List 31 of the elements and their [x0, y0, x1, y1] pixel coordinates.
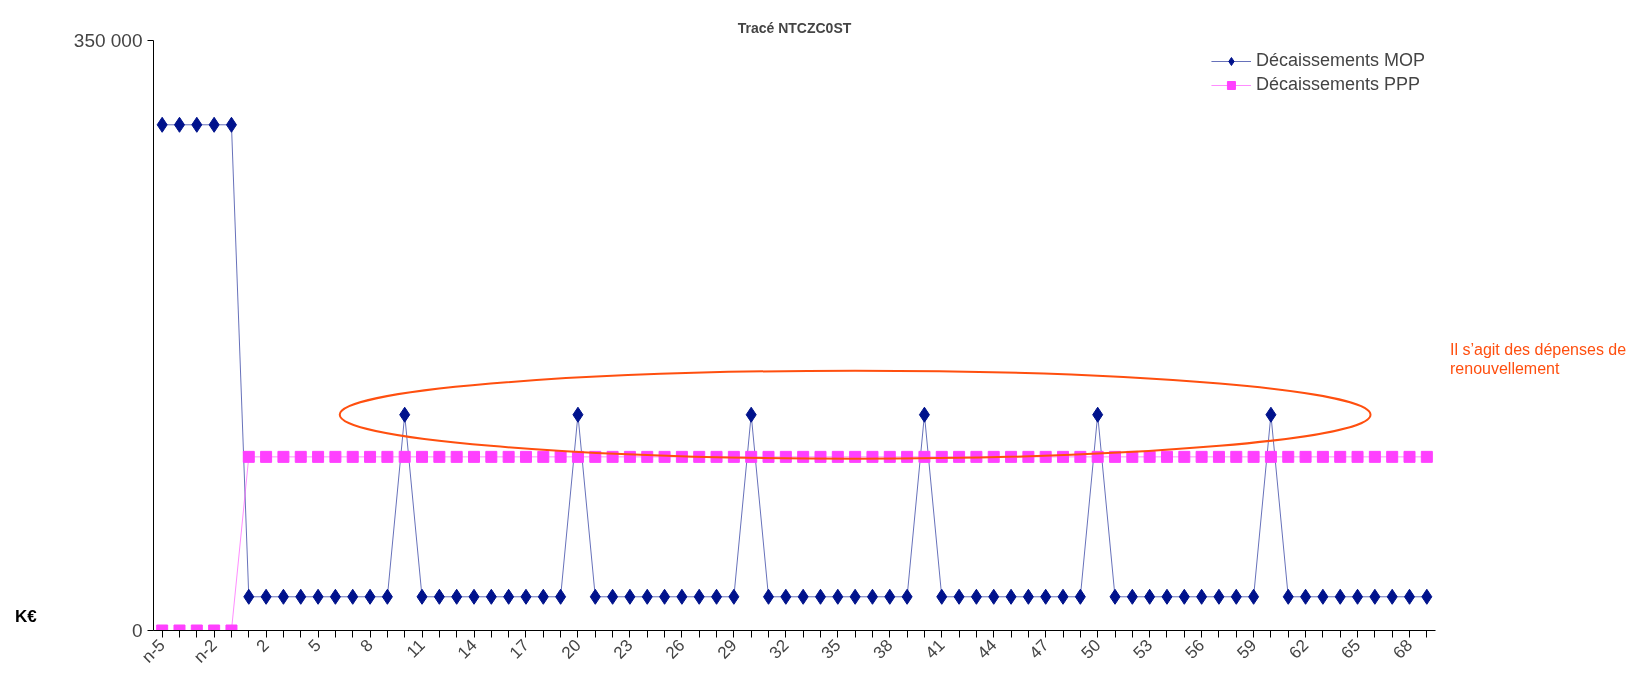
x-tick-label: 56 — [1181, 635, 1209, 663]
x-tick-label: n-2 — [190, 635, 221, 667]
x-tick-label: 44 — [973, 635, 1001, 663]
x-tick-label: 35 — [817, 635, 845, 663]
x-tick-label: 65 — [1337, 635, 1365, 663]
x-tick-label: 32 — [765, 635, 793, 663]
x-tick-label: 62 — [1285, 635, 1313, 663]
x-tick-label: 59 — [1233, 635, 1261, 663]
x-tick-label: 17 — [505, 635, 533, 663]
x-tick-label: 68 — [1389, 635, 1417, 663]
x-tick-label: 29 — [713, 635, 741, 663]
x-tick-label: 23 — [609, 635, 637, 663]
x-tick-label: 5 — [304, 635, 325, 656]
x-tick-label: 14 — [453, 635, 481, 663]
x-tick-label: 8 — [356, 635, 377, 656]
y-axis-title: K€ — [15, 606, 37, 628]
chart-title: Tracé NTCZC0ST — [737, 19, 852, 36]
x-tick-label: 2 — [252, 635, 273, 656]
x-tick-label: 38 — [869, 635, 897, 663]
x-tick-label: 53 — [1129, 635, 1157, 663]
x-tick-label: 50 — [1077, 635, 1105, 663]
legend-label: Décaissements PPP — [1255, 74, 1421, 95]
x-tick-label: 47 — [1025, 635, 1053, 663]
x-tick-label: 41 — [921, 635, 949, 663]
x-tick-label: 11 — [402, 635, 429, 662]
x-tick-label: 26 — [661, 635, 689, 663]
text: Il s’agit des dépenses de renouvellement — [1450, 340, 1627, 379]
y-tick-label: 350 000 — [73, 30, 143, 51]
legend-label: Décaissements MOP — [1255, 50, 1425, 71]
x-tick-label: 20 — [557, 635, 585, 663]
y-tick-label: 0 — [131, 620, 143, 641]
